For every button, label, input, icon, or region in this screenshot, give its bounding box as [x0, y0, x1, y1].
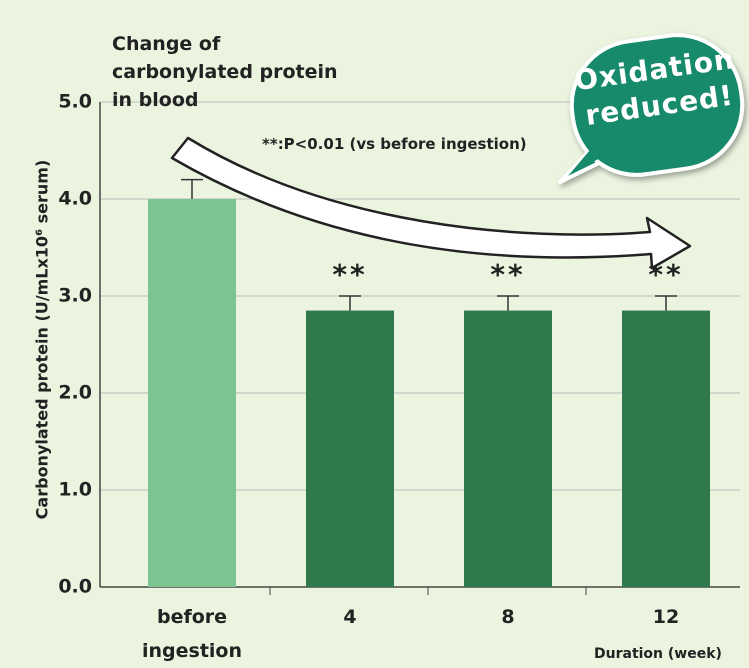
- significance: **: [332, 258, 367, 291]
- bar: [148, 199, 236, 587]
- y-tick-label: 2.0: [58, 382, 92, 404]
- y-tick-label: 4.0: [58, 188, 92, 210]
- y-tick-label: 1.0: [58, 479, 92, 501]
- annotation: **:P<0.01 (vs before ingestion): [262, 135, 527, 153]
- bar: [622, 310, 710, 587]
- badge-bubble: [558, 33, 745, 184]
- significance: **: [490, 258, 525, 291]
- x-axis-label: Duration (week): [594, 646, 722, 662]
- bar: [464, 310, 552, 587]
- x-tick-label: 8: [501, 606, 515, 628]
- y-tick-label: 0.0: [58, 576, 92, 598]
- chart-title: Change of carbonylated protein in blood: [112, 33, 338, 111]
- bar: [306, 310, 394, 587]
- x-tick-label: 12: [652, 606, 680, 628]
- y-tick-label: 5.0: [58, 91, 92, 113]
- trend-arrow: [170, 136, 692, 270]
- x-tick-label: before ingestion: [141, 606, 242, 662]
- x-tick-label: 4: [343, 606, 357, 628]
- y-tick-label: 3.0: [58, 285, 92, 307]
- y-axis-label: Carbonylated protein (U/mLx10⁶ serum): [32, 159, 52, 520]
